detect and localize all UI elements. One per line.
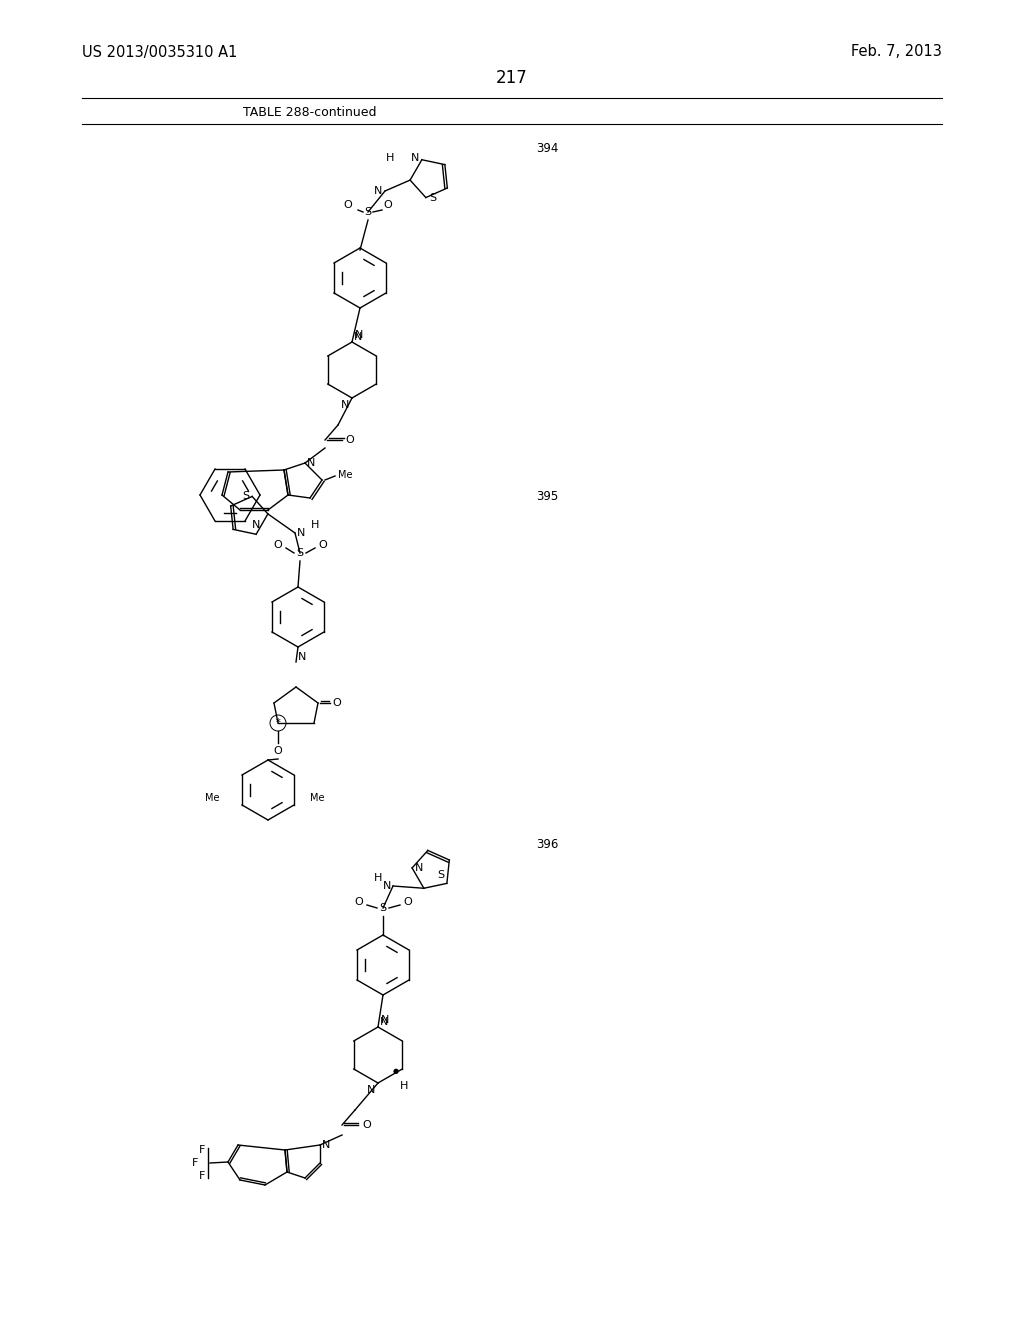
Text: S: S bbox=[437, 870, 444, 880]
Text: S: S bbox=[296, 548, 303, 558]
Text: N: N bbox=[374, 186, 382, 195]
Text: Feb. 7, 2013: Feb. 7, 2013 bbox=[851, 45, 942, 59]
Text: O: O bbox=[273, 540, 282, 550]
Text: O: O bbox=[345, 436, 353, 445]
Text: O: O bbox=[362, 1119, 371, 1130]
Text: N: N bbox=[354, 333, 362, 342]
Text: S: S bbox=[242, 491, 249, 502]
Text: N: N bbox=[355, 330, 364, 341]
Text: S: S bbox=[429, 193, 436, 202]
Text: H: H bbox=[386, 153, 394, 162]
Text: H: H bbox=[400, 1081, 409, 1092]
Text: O: O bbox=[332, 698, 341, 708]
Text: 217: 217 bbox=[496, 69, 528, 87]
Text: F: F bbox=[199, 1144, 205, 1155]
Text: TABLE 288-continued: TABLE 288-continued bbox=[244, 107, 377, 120]
Text: O: O bbox=[384, 201, 392, 210]
Text: 394: 394 bbox=[536, 141, 558, 154]
Text: Me: Me bbox=[338, 470, 352, 480]
Text: N: N bbox=[411, 153, 419, 162]
Text: N: N bbox=[252, 520, 260, 531]
Text: N: N bbox=[298, 652, 306, 663]
Text: O: O bbox=[354, 898, 362, 907]
Text: N: N bbox=[341, 400, 349, 411]
Text: Me: Me bbox=[310, 793, 325, 803]
Text: O: O bbox=[344, 201, 352, 210]
Text: N: N bbox=[322, 1140, 331, 1150]
Text: N: N bbox=[381, 1015, 389, 1026]
Text: O: O bbox=[318, 540, 327, 550]
Text: N: N bbox=[367, 1085, 375, 1096]
Text: N: N bbox=[297, 528, 305, 539]
Text: N: N bbox=[380, 1016, 388, 1027]
Text: 396: 396 bbox=[536, 838, 558, 851]
Text: O: O bbox=[403, 898, 412, 907]
Text: F: F bbox=[191, 1158, 199, 1168]
Text: S: S bbox=[365, 207, 372, 216]
Text: N: N bbox=[383, 880, 391, 891]
Text: N: N bbox=[307, 458, 315, 469]
Text: Me: Me bbox=[206, 793, 220, 803]
Text: F: F bbox=[199, 1171, 205, 1181]
Text: ●: ● bbox=[393, 1068, 399, 1074]
Text: *: * bbox=[275, 718, 281, 729]
Text: N: N bbox=[415, 863, 424, 873]
Text: O: O bbox=[273, 746, 283, 756]
Text: S: S bbox=[380, 903, 387, 913]
Text: H: H bbox=[374, 873, 382, 883]
Text: H: H bbox=[311, 520, 319, 531]
Text: US 2013/0035310 A1: US 2013/0035310 A1 bbox=[82, 45, 238, 59]
Text: 395: 395 bbox=[536, 491, 558, 503]
